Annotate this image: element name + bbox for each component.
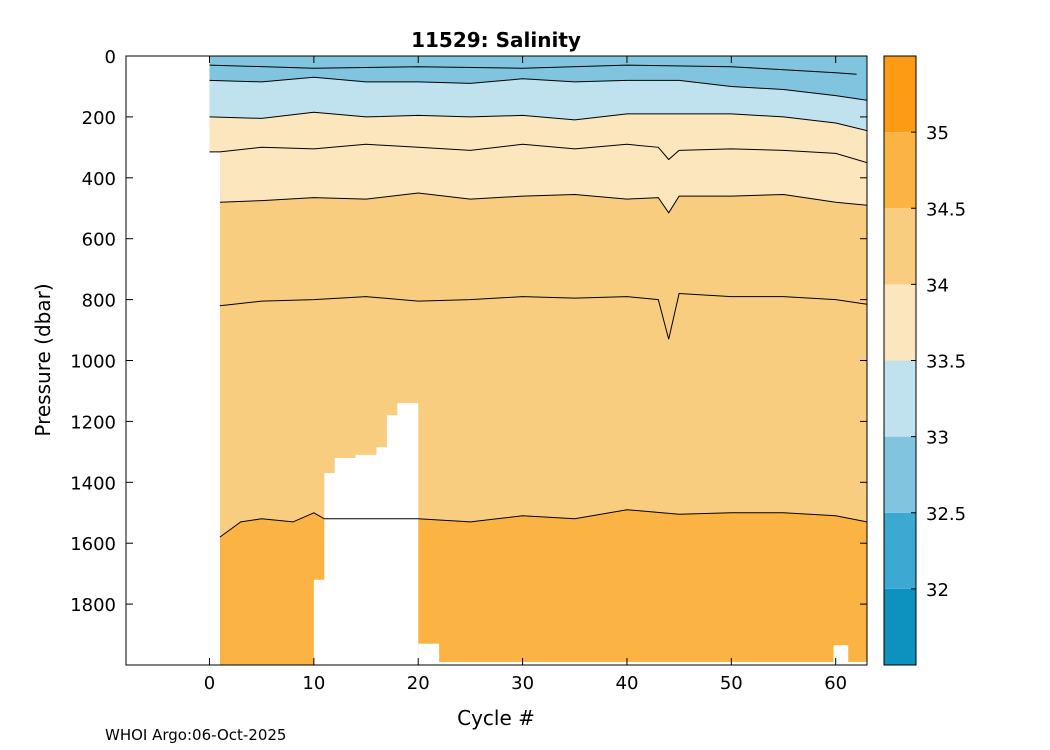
contour-line (219, 292, 867, 340)
x-tick-label: 40 (616, 673, 639, 694)
missing-cycle0-region (209, 153, 220, 665)
colorbar-tick-label: 33 (926, 428, 949, 449)
colorbar-tick-label: 33.5 (926, 352, 966, 373)
y-tick-label: 1600 (70, 534, 116, 555)
y-tick-label: 1800 (70, 595, 116, 616)
x-tick-label: 10 (302, 673, 325, 694)
contour-line (209, 143, 867, 164)
contour-line (209, 76, 867, 101)
x-tick-label: 20 (407, 673, 430, 694)
colorbar-band (884, 360, 916, 437)
x-tick-label: 30 (511, 673, 534, 694)
colorbar-band (884, 208, 916, 285)
colorbar-band (884, 132, 916, 209)
contour-line (219, 192, 867, 214)
missing-bottom-gap (848, 661, 867, 665)
missing-bottom-gap (418, 643, 440, 665)
y-tick-label: 200 (82, 108, 116, 129)
fill-band-surface (209, 56, 867, 75)
y-axis-label: Pressure (dbar) (31, 283, 55, 436)
y-tick-label: 1000 (70, 352, 116, 373)
missing-mid-region (313, 403, 419, 665)
contour-lines (209, 64, 867, 538)
y-axis-ticks: 0 200 400 600 800 1000 1200 1400 1600 1800 (70, 47, 867, 616)
footer-credit: WHOI Argo:06-Oct-2025 (105, 726, 286, 744)
colorbar-band (884, 284, 916, 361)
salinity-fill-layers (209, 56, 867, 665)
colorbar-tick-label: 32 (926, 580, 949, 601)
colorbar-band (884, 56, 916, 133)
contour-line (219, 509, 867, 538)
x-axis-ticks: 0 10 20 30 40 50 60 (204, 56, 847, 694)
colorbar-tick-label: 32.5 (926, 504, 966, 525)
y-tick-label: 800 (82, 291, 116, 312)
missing-bottom-gap (833, 645, 849, 665)
y-tick-label: 600 (82, 230, 116, 251)
contour-line (209, 111, 867, 132)
x-tick-label: 60 (824, 673, 847, 694)
colorbar: 32 32.5 33 33.5 34 34.5 35 (883, 55, 966, 666)
x-tick-label: 50 (720, 673, 743, 694)
colorbar-band (884, 512, 916, 589)
x-axis-label: Cycle # (457, 706, 535, 730)
y-tick-label: 1400 (70, 473, 116, 494)
contour-line (209, 64, 857, 75)
colorbar-tick-label: 35 (926, 123, 949, 144)
missing-left-region (126, 56, 210, 665)
colorbar-ticks: 32 32.5 33 33.5 34 34.5 35 (911, 123, 966, 601)
colorbar-band (884, 436, 916, 513)
colorbar-tick-label: 34.5 (926, 199, 966, 220)
plot-area: 0 10 20 30 40 50 60 0 200 400 600 800 1000 1200 1400 1… (70, 47, 868, 694)
colorbar-bands (884, 56, 916, 665)
y-tick-label: 400 (82, 169, 116, 190)
missing-bottom-strip (439, 661, 867, 665)
y-tick-label: 0 (105, 47, 116, 68)
y-tick-label: 1200 (70, 412, 116, 433)
missing-data-regions (126, 56, 867, 665)
chart-title: 11529: Salinity (411, 28, 581, 52)
colorbar-band (884, 588, 916, 665)
colorbar-tick-label: 34 (926, 275, 949, 296)
x-tick-label: 0 (204, 673, 215, 694)
